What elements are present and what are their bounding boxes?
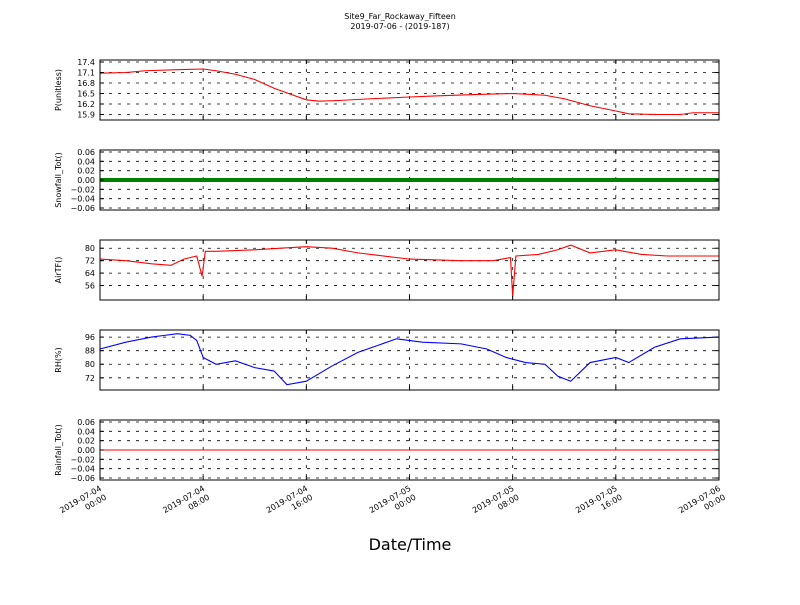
y-tick-label: 16.2 xyxy=(77,100,95,109)
y-tick-label: 56 xyxy=(85,282,95,291)
y-axis-label: RH(%) xyxy=(54,347,63,372)
y-tick-label: 72 xyxy=(85,257,95,266)
x-tick-label: 2019-07-0516:00 xyxy=(574,484,624,524)
y-tick-label: 0.00 xyxy=(77,176,95,185)
series-line-4 xyxy=(99,333,720,386)
y-axis-label: AirTF() xyxy=(54,257,63,284)
y-tick-label: 0.02 xyxy=(77,437,95,446)
panel-3: 80 72 64 56 AirTF() xyxy=(54,239,720,301)
x-axis-label: Date/Time xyxy=(369,535,452,554)
y-axis-label: P(unitless) xyxy=(54,69,63,111)
y-tick-label: 0.04 xyxy=(77,157,95,166)
y-tick-label: 72 xyxy=(85,374,95,383)
x-tick-label: 2019-07-0500:00 xyxy=(368,484,418,524)
y-axis-label: Snowfall_Tot() xyxy=(54,152,63,208)
panel-5: 0.060.040.020.00−0.02−0.04−0.06 Rainfall_… xyxy=(54,418,720,483)
y-tick-label: −0.04 xyxy=(70,465,95,474)
y-tick-label: 80 xyxy=(85,360,95,369)
panel-1: 17.4 17.116.8 16.516.2 15.9 P(unitless) xyxy=(54,58,720,121)
y-tick-label: −0.06 xyxy=(70,474,95,483)
x-tick-label: 2019-07-0400:00 xyxy=(58,484,108,524)
y-tick-label: 16.5 xyxy=(77,90,95,99)
y-tick-label: −0.02 xyxy=(70,455,95,464)
panel-4: 96 88 80 72 RH(%) xyxy=(54,329,720,391)
x-tick-label: 2019-07-0508:00 xyxy=(471,484,521,524)
y-tick-label: −0.04 xyxy=(70,195,95,204)
x-tick-labels: 2019-07-0400:00 2019-07-0408:00 2019-07-04… xyxy=(58,484,727,524)
y-tick-label: 64 xyxy=(85,269,95,278)
panels-group: 17.417.116.816.516.215.9P(unitless)0.060… xyxy=(54,58,720,483)
y-tick-label: 17.1 xyxy=(77,69,95,78)
y-tick-label: 0.06 xyxy=(77,148,95,157)
series-line-3 xyxy=(99,244,719,297)
chart-title: Site9_Far_Rockaway_Fifteen xyxy=(344,12,456,21)
y-tick-label: 16.8 xyxy=(77,79,95,88)
y-tick-label: 0.00 xyxy=(77,446,95,455)
y-tick-label: 0.06 xyxy=(77,418,95,427)
x-tick-label: 2019-07-0600:00 xyxy=(677,484,727,524)
y-tick-label: 15.9 xyxy=(77,111,95,120)
y-tick-label: 17.4 xyxy=(77,58,95,67)
y-tick-label: 0.04 xyxy=(77,427,95,436)
y-tick-label: 96 xyxy=(85,333,95,342)
series-line-1 xyxy=(99,68,719,116)
y-tick-label: 80 xyxy=(85,244,95,253)
x-tick-label: 2019-07-0408:00 xyxy=(161,484,211,524)
y-tick-label: 88 xyxy=(85,347,95,356)
y-tick-label: 0.02 xyxy=(77,167,95,176)
chart-subtitle: 2019-07-06 - (2019-187) xyxy=(350,22,449,31)
x-tick-label: 2019-07-0416:00 xyxy=(265,484,315,524)
y-tick-label: −0.06 xyxy=(70,204,95,213)
y-tick-label: −0.02 xyxy=(70,185,95,194)
panel-2: 0.060.040.020.00−0.02−0.04−0.06 Snowfall_… xyxy=(54,148,720,213)
y-axis-label: Rainfall_Tot() xyxy=(54,424,63,476)
